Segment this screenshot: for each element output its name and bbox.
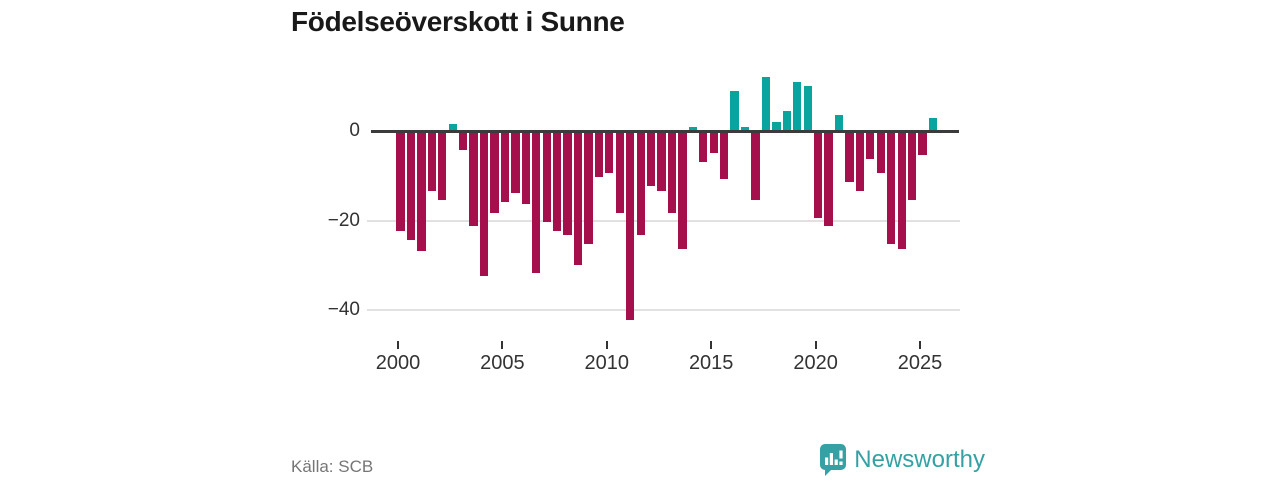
newsworthy-logo-text: Newsworthy	[854, 446, 985, 473]
bar	[584, 132, 593, 245]
bar	[887, 132, 896, 245]
bar	[814, 132, 823, 218]
bar	[511, 132, 520, 193]
bar	[751, 132, 760, 200]
brand-lockup: Newsworthy	[819, 443, 985, 477]
bar	[678, 132, 687, 249]
bar	[573, 132, 583, 265]
bar	[521, 132, 530, 205]
x-axis-label: 2025	[897, 352, 943, 374]
bar	[563, 132, 572, 236]
bar	[782, 110, 791, 131]
bar	[720, 132, 729, 180]
bar	[615, 132, 624, 214]
bar	[490, 132, 499, 214]
bar	[866, 132, 875, 160]
bar	[542, 132, 551, 222]
bar	[427, 132, 437, 191]
x-axis-tick	[814, 341, 817, 349]
bar	[469, 132, 478, 227]
bar	[657, 132, 666, 191]
bar	[459, 132, 468, 151]
bar	[855, 132, 865, 191]
x-axis-zero-line	[371, 130, 959, 133]
bar	[500, 132, 510, 202]
source-label: Källa: SCB	[291, 457, 374, 476]
bar	[761, 77, 771, 131]
bar	[897, 132, 906, 249]
bar	[845, 132, 854, 182]
bar	[928, 117, 938, 131]
bar	[709, 132, 718, 153]
chart-title: Födelseöverskott i Sunne	[291, 6, 625, 37]
bar	[626, 132, 635, 321]
bar	[803, 86, 812, 131]
bar	[553, 132, 562, 231]
bar	[594, 132, 604, 178]
bar	[605, 132, 614, 173]
bar	[824, 132, 833, 227]
x-axis-label: 2005	[480, 352, 525, 374]
bar	[834, 115, 844, 131]
x-axis-tick	[605, 341, 608, 349]
bar	[438, 132, 447, 200]
bar	[772, 122, 781, 131]
x-axis-tick	[919, 341, 921, 349]
gridline	[367, 219, 960, 222]
bar	[417, 132, 426, 252]
bar	[667, 132, 677, 214]
bar	[406, 132, 416, 240]
bar	[479, 132, 489, 276]
y-axis-label: 0	[349, 120, 360, 141]
bar	[730, 90, 739, 131]
x-axis-label: 2020	[793, 352, 838, 374]
y-axis-label: −20	[327, 209, 360, 231]
bar	[646, 132, 656, 187]
bar	[876, 132, 885, 173]
bar	[740, 126, 750, 131]
bar	[907, 132, 917, 200]
x-axis-label: 2000	[375, 352, 421, 374]
bar	[532, 132, 541, 274]
bar	[918, 132, 927, 155]
bar	[699, 132, 708, 162]
x-axis-tick	[501, 341, 504, 349]
bar	[636, 132, 645, 236]
gridline	[367, 309, 960, 311]
x-axis-label: 2010	[584, 352, 630, 374]
newsworthy-logo-icon	[819, 443, 847, 477]
x-axis-tick	[397, 341, 399, 349]
y-axis-label: −40	[327, 299, 360, 320]
x-axis-tick	[710, 341, 713, 349]
bar	[793, 81, 802, 131]
bar	[448, 124, 457, 131]
x-axis-label: 2015	[688, 352, 734, 374]
bar	[688, 126, 698, 131]
bar	[396, 132, 405, 231]
